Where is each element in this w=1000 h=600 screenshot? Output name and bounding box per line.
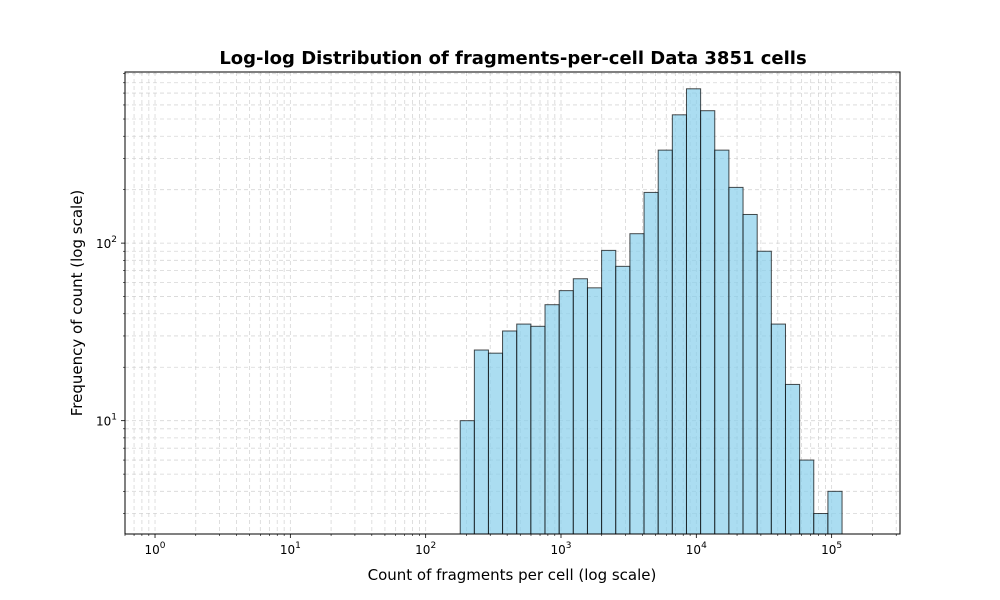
y-tick-label: 102 xyxy=(96,235,117,251)
histogram-bar xyxy=(756,250,772,535)
x-tick-label: 100 xyxy=(145,541,166,557)
histogram-bar xyxy=(558,290,574,535)
histogram-bar xyxy=(685,88,702,535)
histogram-bar xyxy=(601,249,617,535)
histogram-bar xyxy=(799,459,815,535)
histogram-bar xyxy=(728,186,744,535)
histogram-bar xyxy=(629,233,645,535)
histogram-bar xyxy=(544,304,560,535)
histogram-bar xyxy=(473,349,489,535)
x-tick-label: 104 xyxy=(686,541,707,557)
histogram-bar xyxy=(643,191,659,535)
histogram-bar xyxy=(770,323,786,535)
histogram-bars xyxy=(459,88,843,535)
x-tick-label: 105 xyxy=(821,541,842,557)
plot-frame xyxy=(124,71,901,535)
x-tick-label: 102 xyxy=(415,541,436,557)
histogram-bar xyxy=(784,383,801,535)
chart-title: Log-log Distribution of fragments-per-ce… xyxy=(219,48,806,69)
histogram-bar xyxy=(742,213,758,535)
histogram-bar xyxy=(502,330,518,535)
histogram-bar xyxy=(700,110,716,535)
x-tick-label: 103 xyxy=(550,541,571,557)
histogram-bar xyxy=(530,325,546,535)
histogram-bar xyxy=(615,265,631,535)
histogram-bar xyxy=(586,287,603,535)
histogram-bar xyxy=(459,420,475,535)
histogram-bar xyxy=(827,490,843,535)
y-tick-label: 101 xyxy=(96,413,117,429)
histogram-bar xyxy=(657,149,673,535)
histogram-bar xyxy=(572,278,588,535)
histogram-bar xyxy=(671,114,687,535)
histogram-bar xyxy=(813,513,829,535)
x-tick-label: 101 xyxy=(280,541,301,557)
x-axis-label: Count of fragments per cell (log scale) xyxy=(368,566,657,584)
histogram-bar xyxy=(487,352,504,535)
histogram-bar xyxy=(516,323,532,535)
histogram-bar xyxy=(714,149,730,535)
axis-ticks: 100 101 102 103 104 105 101 102 xyxy=(96,73,897,557)
y-axis-label: Frequency of count (log scale) xyxy=(68,190,86,417)
